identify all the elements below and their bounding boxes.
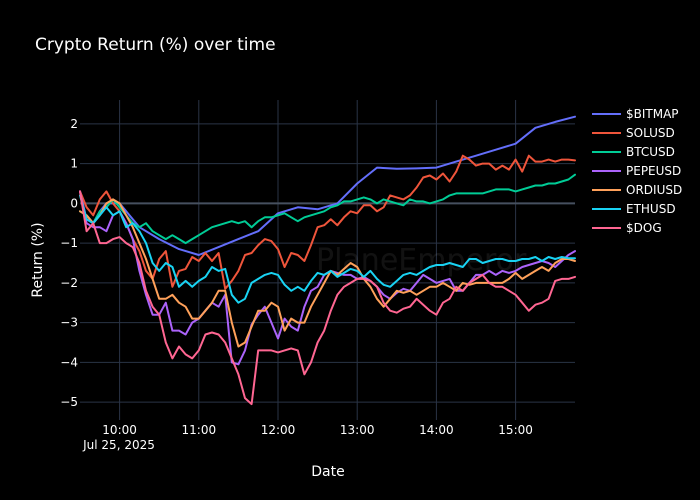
y-tick-label: −1 bbox=[60, 236, 78, 250]
legend-label-ethusd: ETHUSD bbox=[626, 202, 676, 216]
series-line-dog bbox=[79, 190, 576, 406]
x-tick-label: 15:00 bbox=[498, 423, 533, 437]
y-tick-label: 1 bbox=[70, 157, 78, 171]
legend: $BITMAP SOLUSD BTCUSD PEPEUSD ORDIUSD ETHUSD $… bbox=[592, 107, 682, 235]
x-tick-label: 13:00 bbox=[340, 423, 375, 437]
y-tick-label: −2 bbox=[60, 276, 78, 290]
y-axis-ticks: 2 1 0 −1 −2 −3 −4 −5 bbox=[60, 117, 78, 409]
series-line-ethusd bbox=[79, 194, 576, 304]
x-tick-label: 11:00 bbox=[182, 423, 217, 437]
series-line-solusd bbox=[79, 154, 576, 290]
y-tick-label: −4 bbox=[60, 355, 78, 369]
legend-label-ordiusd: ORDIUSD bbox=[626, 183, 682, 197]
legend-label-bitmap: $BITMAP bbox=[626, 107, 679, 121]
x-tick-label: 12:00 bbox=[261, 423, 296, 437]
y-tick-label: 2 bbox=[70, 117, 78, 131]
series-lines bbox=[79, 115, 576, 406]
y-axis-title: Return (%) bbox=[30, 222, 46, 297]
x-axis-title: Date bbox=[311, 464, 344, 480]
y-tick-label: −5 bbox=[60, 395, 78, 409]
legend-label-solusd: SOLUSD bbox=[626, 126, 675, 140]
y-tick-label: −3 bbox=[60, 316, 78, 330]
x-tick-label: 14:00 bbox=[419, 423, 454, 437]
x-axis-date-label: Jul 25, 2025 bbox=[82, 438, 155, 452]
chart-title: Crypto Return (%) over time bbox=[35, 35, 276, 55]
x-tick-label: 10:00 bbox=[102, 423, 137, 437]
y-tick-label: 0 bbox=[70, 196, 78, 210]
legend-label-dog: $DOG bbox=[626, 221, 662, 235]
series-line-ordiusd bbox=[79, 198, 576, 348]
legend-label-btcusd: BTCUSD bbox=[626, 145, 675, 159]
series-line-btcusd bbox=[79, 173, 576, 245]
legend-label-pepeusd: PEPEUSD bbox=[626, 164, 681, 178]
x-axis-ticks: 10:00 11:00 12:00 13:00 14:00 15:00 bbox=[102, 423, 533, 437]
